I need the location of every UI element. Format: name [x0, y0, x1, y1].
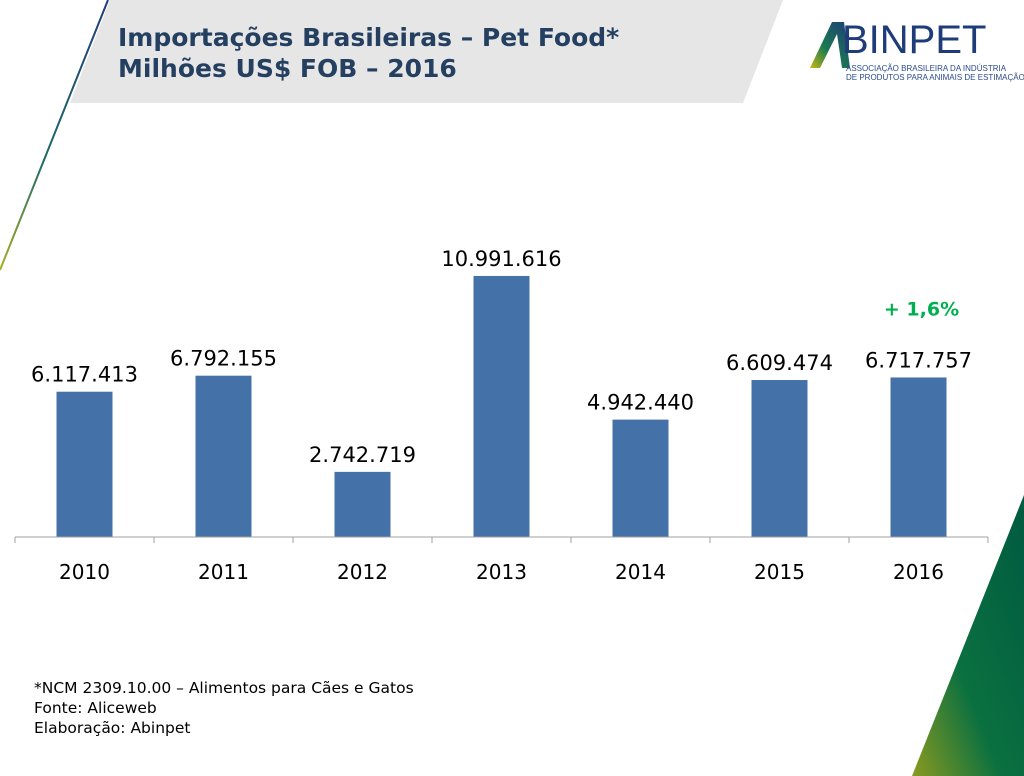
logo-wordmark: BINPET — [842, 18, 987, 62]
logo-subtitle-1: ASSOCIAÇÃO BRASILEIRA DA INDÚSTRIA — [846, 64, 1007, 73]
data-label-2015: 6.609.474 — [726, 351, 833, 375]
data-label-2016: 6.717.757 — [865, 348, 972, 372]
logo-subtitle-2: DE PRODUTOS PARA ANIMAIS DE ESTIMAÇÃO — [846, 73, 1024, 82]
abinpet-logo: BINPET ASSOCIAÇÃO BRASILEIRA DA INDÚSTRI… — [810, 18, 1024, 83]
logo-a-icon — [810, 22, 850, 68]
data-label-2012: 2.742.719 — [309, 443, 416, 467]
decorative-line — [0, 0, 109, 271]
decorative-triangle — [912, 495, 1024, 776]
bar-2014 — [612, 419, 669, 537]
footnote-ncm: *NCM 2309.10.00 – Alimentos para Cães e … — [34, 679, 414, 697]
x-tick-label-2015: 2015 — [754, 560, 805, 584]
bar-2015 — [751, 380, 808, 537]
bar-2013 — [473, 275, 530, 537]
data-label-2013: 10.991.616 — [441, 247, 561, 271]
data-label-2011: 6.792.155 — [170, 347, 277, 371]
growth-annotation: + 1,6% — [884, 298, 959, 320]
data-label-2010: 6.117.413 — [31, 363, 138, 387]
bar-2012 — [334, 471, 391, 537]
page-title: Importações Brasileiras – Pet Food* Milh… — [118, 22, 619, 84]
x-tick-label-2013: 2013 — [476, 560, 527, 584]
footnotes: *NCM 2309.10.00 – Alimentos para Cães e … — [34, 678, 414, 738]
footnote-elaboration: Elaboração: Abinpet — [34, 719, 191, 737]
footnote-source: Fonte: Aliceweb — [34, 699, 157, 717]
x-tick-label-2012: 2012 — [337, 560, 388, 584]
header-band — [70, 0, 783, 103]
bar-2011 — [195, 375, 252, 537]
x-tick-label-2016: 2016 — [893, 560, 944, 584]
title-line-1: Importações Brasileiras – Pet Food* — [118, 23, 620, 52]
x-tick-label-2011: 2011 — [198, 560, 249, 584]
data-label-2014: 4.942.440 — [587, 391, 694, 415]
bar-2010 — [56, 391, 113, 537]
bar-2016 — [890, 377, 947, 537]
x-tick-label-2010: 2010 — [59, 560, 110, 584]
title-line-2: Milhões US$ FOB – 2016 — [118, 54, 457, 83]
x-tick-label-2014: 2014 — [615, 560, 666, 584]
